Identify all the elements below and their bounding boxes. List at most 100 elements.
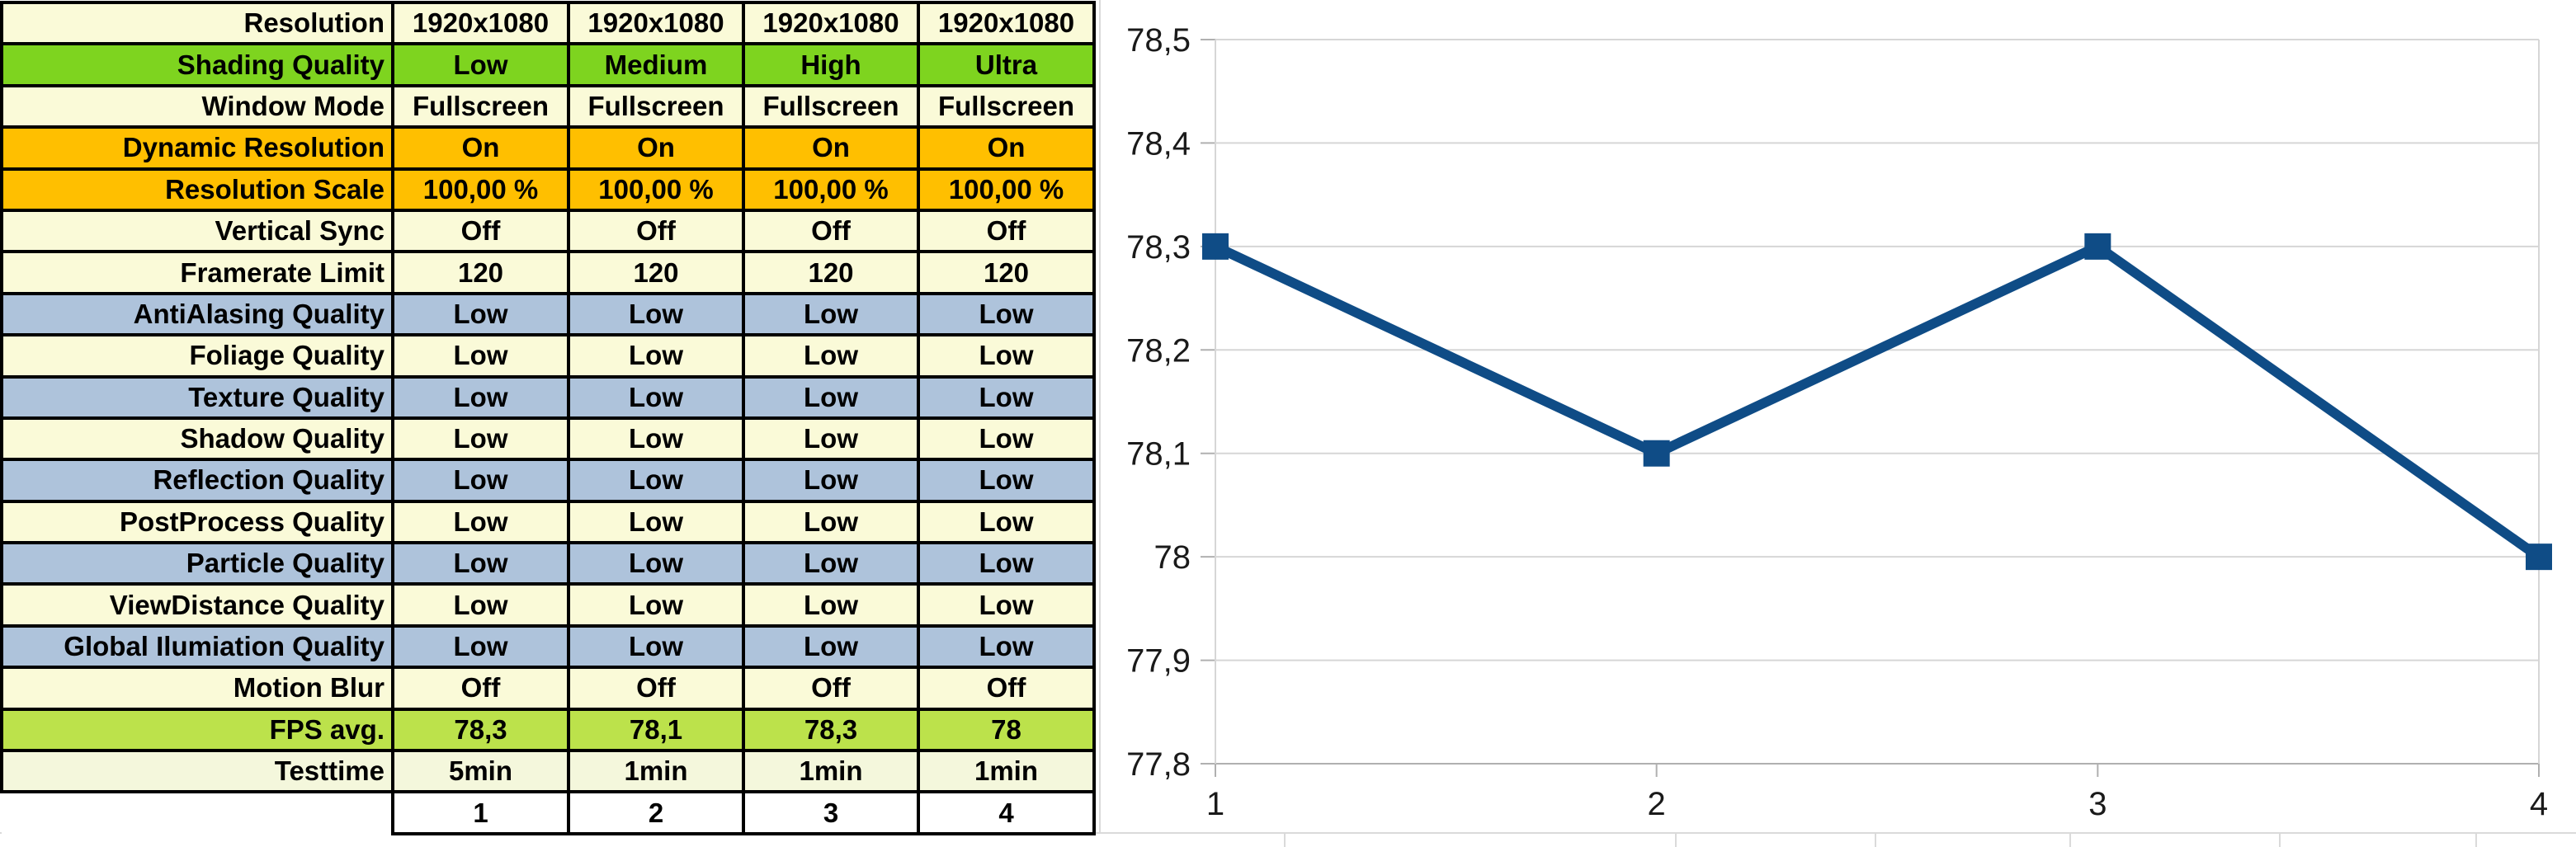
value-cell[interactable]: Low <box>917 416 1096 462</box>
value-cell[interactable]: Low <box>391 333 570 379</box>
value-cell[interactable]: Low <box>742 333 920 379</box>
value-cell[interactable]: 100,00 % <box>917 167 1096 212</box>
value-cell[interactable]: Medium <box>567 42 745 87</box>
row-label-cell[interactable]: AntiAlasing Quality <box>0 291 394 337</box>
value-cell[interactable]: 120 <box>567 250 745 295</box>
row-label-cell[interactable]: Framerate Limit <box>0 250 394 295</box>
value-cell[interactable]: 4 <box>917 790 1096 835</box>
value-cell[interactable]: Low <box>391 582 570 628</box>
row-label-cell[interactable]: Motion Blur <box>0 666 394 711</box>
value-cell[interactable]: Low <box>567 499 745 545</box>
value-cell[interactable]: On <box>742 125 920 171</box>
value-cell[interactable]: Low <box>391 374 570 420</box>
value-cell[interactable]: Off <box>742 208 920 254</box>
value-cell[interactable]: Off <box>742 666 920 711</box>
value-cell[interactable]: 5min <box>391 749 570 794</box>
fps-line-chart[interactable]: 78,5 78,4 78,3 78,2 78,1 78 77,9 77,8 1 2 3 4 <box>1106 0 2576 847</box>
value-cell[interactable]: 78 <box>917 707 1096 753</box>
value-cell[interactable]: 120 <box>391 250 570 295</box>
row-label-cell[interactable]: Testtime <box>0 749 394 794</box>
row-label-cell[interactable]: Resolution Scale <box>0 167 394 212</box>
value-cell[interactable]: Off <box>391 666 570 711</box>
value-cell[interactable]: Ultra <box>917 42 1096 87</box>
value-cell[interactable]: Low <box>917 623 1096 670</box>
value-cell[interactable]: Low <box>917 458 1096 503</box>
value-cell[interactable]: Low <box>742 458 920 503</box>
value-cell[interactable]: Low <box>742 416 920 462</box>
value-cell[interactable]: 1920x1080 <box>742 0 920 46</box>
value-cell[interactable]: Low <box>742 374 920 420</box>
value-cell[interactable]: Low <box>742 623 920 670</box>
row-label-cell[interactable]: Shading Quality <box>0 42 394 87</box>
row-label-cell[interactable]: Resolution <box>0 0 394 46</box>
value-cell[interactable]: High <box>742 42 920 87</box>
value-cell[interactable]: Low <box>742 499 920 545</box>
value-cell[interactable]: Low <box>567 623 745 670</box>
row-label-cell[interactable] <box>2 792 393 834</box>
value-cell[interactable]: Fullscreen <box>391 83 570 129</box>
value-cell[interactable]: Low <box>391 458 570 503</box>
value-cell[interactable]: Off <box>567 208 745 254</box>
row-label-cell[interactable]: Window Mode <box>0 83 394 129</box>
value-cell[interactable]: On <box>567 125 745 171</box>
value-cell[interactable]: Off <box>567 666 745 711</box>
value-cell[interactable]: 78,3 <box>742 707 920 753</box>
row-label-cell[interactable]: Reflection Quality <box>0 458 394 503</box>
row-label-cell[interactable]: Dynamic Resolution <box>0 125 394 171</box>
value-cell[interactable]: Off <box>917 208 1096 254</box>
value-cell[interactable]: Off <box>391 208 570 254</box>
value-cell[interactable]: Low <box>567 416 745 462</box>
value-cell[interactable]: 78,3 <box>391 707 570 753</box>
row-label-cell[interactable]: Global Ilumiation Quality <box>0 623 394 670</box>
value-cell[interactable]: On <box>917 125 1096 171</box>
value-cell[interactable]: Low <box>917 374 1096 420</box>
value-cell[interactable]: 100,00 % <box>742 167 920 212</box>
row-label-cell[interactable]: PostProcess Quality <box>0 499 394 545</box>
row-label-cell[interactable]: Shadow Quality <box>0 416 394 462</box>
value-cell[interactable]: 1min <box>742 749 920 794</box>
value-cell[interactable]: Low <box>917 499 1096 545</box>
value-cell[interactable]: Low <box>391 541 570 586</box>
value-cell[interactable]: 120 <box>742 250 920 295</box>
value-cell[interactable]: Off <box>917 666 1096 711</box>
value-cell[interactable]: 1 <box>391 790 570 835</box>
value-cell[interactable]: 100,00 % <box>567 167 745 212</box>
value-cell[interactable]: Fullscreen <box>567 83 745 129</box>
value-cell[interactable]: Low <box>391 623 570 670</box>
value-cell[interactable]: 78,1 <box>567 707 745 753</box>
value-cell[interactable]: On <box>391 125 570 171</box>
value-cell[interactable]: Low <box>917 582 1096 628</box>
value-cell[interactable]: Low <box>567 291 745 337</box>
value-cell[interactable]: Low <box>742 582 920 628</box>
value-cell[interactable]: 3 <box>742 790 920 835</box>
value-cell[interactable]: Fullscreen <box>742 83 920 129</box>
value-cell[interactable]: Low <box>567 333 745 379</box>
value-cell[interactable]: 120 <box>917 250 1096 295</box>
value-cell[interactable]: Fullscreen <box>917 83 1096 129</box>
value-cell[interactable]: Low <box>391 291 570 337</box>
value-cell[interactable]: Low <box>567 374 745 420</box>
value-cell[interactable]: Low <box>391 499 570 545</box>
value-cell[interactable]: 100,00 % <box>391 167 570 212</box>
value-cell[interactable]: Low <box>917 291 1096 337</box>
value-cell[interactable]: Low <box>917 333 1096 379</box>
value-cell[interactable]: 1920x1080 <box>917 0 1096 46</box>
value-cell[interactable]: 2 <box>567 790 745 835</box>
value-cell[interactable]: 1920x1080 <box>391 0 570 46</box>
row-label-cell[interactable]: Particle Quality <box>0 541 394 586</box>
row-label-cell[interactable]: Foliage Quality <box>0 333 394 379</box>
value-cell[interactable]: Low <box>917 541 1096 586</box>
value-cell[interactable]: Low <box>567 458 745 503</box>
value-cell[interactable]: Low <box>391 42 570 87</box>
row-label-cell[interactable]: FPS avg. <box>0 707 394 753</box>
value-cell[interactable]: Low <box>742 541 920 586</box>
value-cell[interactable]: Low <box>567 582 745 628</box>
value-cell[interactable]: 1min <box>567 749 745 794</box>
value-cell[interactable]: 1min <box>917 749 1096 794</box>
value-cell[interactable]: 1920x1080 <box>567 0 745 46</box>
value-cell[interactable]: Low <box>742 291 920 337</box>
value-cell[interactable]: Low <box>567 541 745 586</box>
value-cell[interactable]: Low <box>391 416 570 462</box>
row-label-cell[interactable]: Texture Quality <box>0 374 394 420</box>
row-label-cell[interactable]: ViewDistance Quality <box>0 582 394 628</box>
